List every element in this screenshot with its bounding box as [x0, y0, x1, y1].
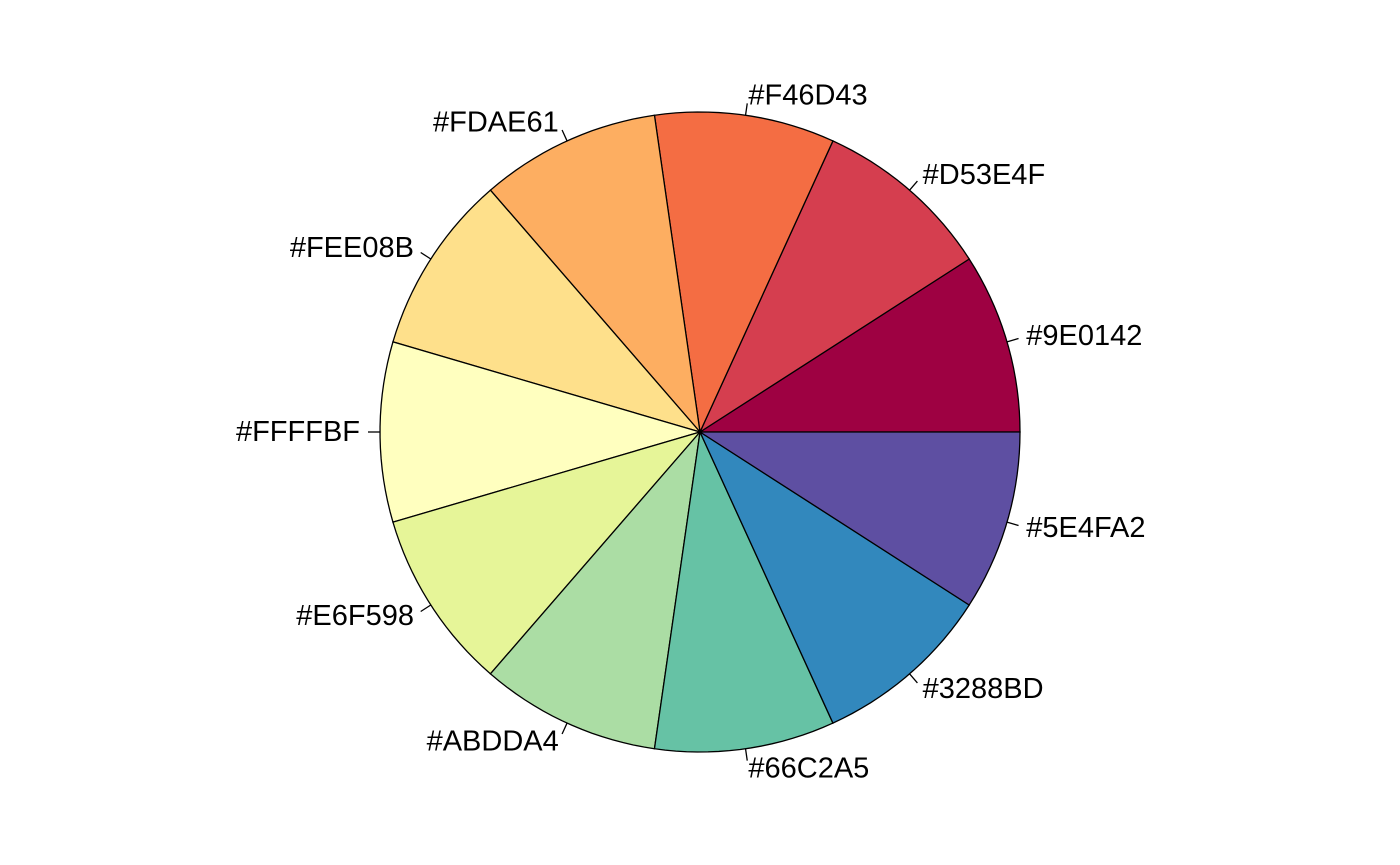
slice-label: #FEE08B [290, 232, 414, 264]
label-tick [744, 103, 748, 116]
label-tick [909, 673, 918, 684]
label-tick [561, 129, 568, 142]
label-tick [420, 604, 432, 613]
pie-slice [392, 189, 702, 434]
slice-label: #F46D43 [748, 79, 867, 111]
slice-label: #9E0142 [1026, 320, 1142, 352]
label-ticks [368, 103, 1019, 761]
pie-slice [698, 430, 971, 724]
slice-label: #66C2A5 [748, 753, 869, 785]
label-tick [561, 722, 568, 735]
label-tick [420, 251, 432, 260]
slice-label: #E6F598 [296, 600, 414, 632]
slice-labels: #9E0142 #D53E4F #F46D43 #FDAE61 #FEE08B #FFFF… [236, 79, 1146, 784]
pie-slice [653, 111, 834, 435]
label-tick [744, 748, 748, 761]
label-tick [909, 180, 918, 191]
pie-slice [698, 140, 971, 434]
slice-label: #ABDDA4 [427, 725, 559, 757]
pie-slice [489, 114, 701, 435]
pie-slices [379, 111, 1021, 753]
pie-slice [697, 258, 1021, 433]
slice-label: #5E4FA2 [1026, 512, 1145, 544]
pie-slice [392, 430, 702, 675]
label-tick [1006, 337, 1019, 343]
slice-label: #FFFFBF [236, 416, 360, 448]
slice-label: #3288BD [923, 673, 1044, 705]
label-tick [1006, 521, 1019, 527]
pie-slice [697, 431, 1021, 606]
pie-slice [489, 429, 701, 750]
slice-label: #FDAE61 [433, 107, 559, 139]
pie-slice [653, 429, 834, 753]
slice-label: #D53E4F [923, 159, 1046, 191]
pie-slice [379, 341, 703, 523]
